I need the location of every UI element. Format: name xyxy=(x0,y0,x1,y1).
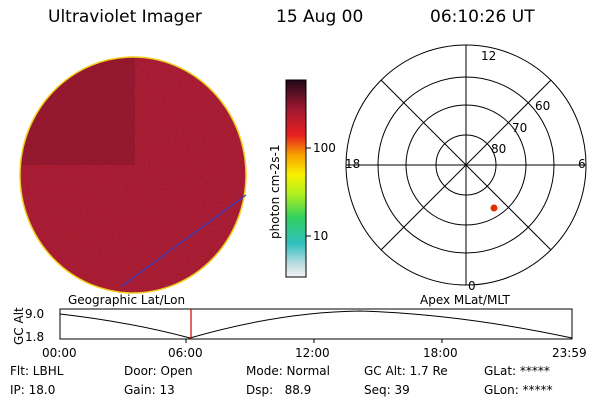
polar-plot xyxy=(345,44,587,286)
x-tick-1800: 18:00 xyxy=(423,346,458,360)
mlt-label-6: 6 xyxy=(578,157,586,171)
status-mode: Mode: Normal xyxy=(246,364,330,378)
altitude-timeline: Geographic Lat/Lon Apex MLat/MLT GC Alt … xyxy=(12,293,587,360)
position-marker xyxy=(490,204,498,212)
status-gc-alt: GC Alt: 1.7 Re xyxy=(364,364,448,378)
status-gain: Gain: 13 xyxy=(124,383,175,397)
status-panel: Flt: LBHL Door: Open Mode: Normal GC Alt… xyxy=(10,364,553,397)
lat-label-70: 70 xyxy=(512,121,527,135)
status-glat: GLat: ***** xyxy=(484,364,550,378)
timeline-left-label: Geographic Lat/Lon xyxy=(68,293,185,307)
colorbar-unit-label: photon cm-2s-1 xyxy=(268,145,282,240)
status-ip: IP: 18.0 xyxy=(10,383,55,397)
colorbar: 100 10 photon cm-2s-1 xyxy=(268,79,336,278)
colorbar-tick-100: 100 xyxy=(313,141,336,155)
status-door: Door: Open xyxy=(124,364,193,378)
status-seq: Seq: 39 xyxy=(364,383,410,397)
x-tick-0000: 00:00 xyxy=(42,346,77,360)
x-tick-0600: 06:00 xyxy=(168,346,203,360)
y-tick-top: 9.0 xyxy=(25,307,44,321)
status-flt: Flt: LBHL xyxy=(10,364,64,378)
status-glon: GLon: ***** xyxy=(484,383,553,397)
y-axis-label: GC Alt xyxy=(12,307,26,345)
x-tick-1200: 12:00 xyxy=(295,346,330,360)
colorbar-tick-10: 10 xyxy=(313,229,328,243)
status-dsp: Dsp: 88.9 xyxy=(246,383,311,397)
app-title: Ultraviolet Imager xyxy=(48,7,202,27)
x-tick-2359: 23:59 xyxy=(552,346,587,360)
uv-image xyxy=(19,56,247,294)
image-rim xyxy=(19,56,247,294)
timeline-right-label: Apex MLat/MLT xyxy=(420,293,510,307)
mlt-label-12: 12 xyxy=(481,49,496,63)
y-tick-bottom: 1.8 xyxy=(25,330,44,344)
lat-label-60: 60 xyxy=(535,99,550,113)
time-label: 06:10:26 UT xyxy=(430,7,535,27)
lat-label-80: 80 xyxy=(491,142,506,156)
track-line xyxy=(121,194,247,287)
date-label: 15 Aug 00 xyxy=(276,7,364,27)
mlt-label-18: 18 xyxy=(345,157,360,171)
mlt-label-0: 0 xyxy=(468,279,476,293)
